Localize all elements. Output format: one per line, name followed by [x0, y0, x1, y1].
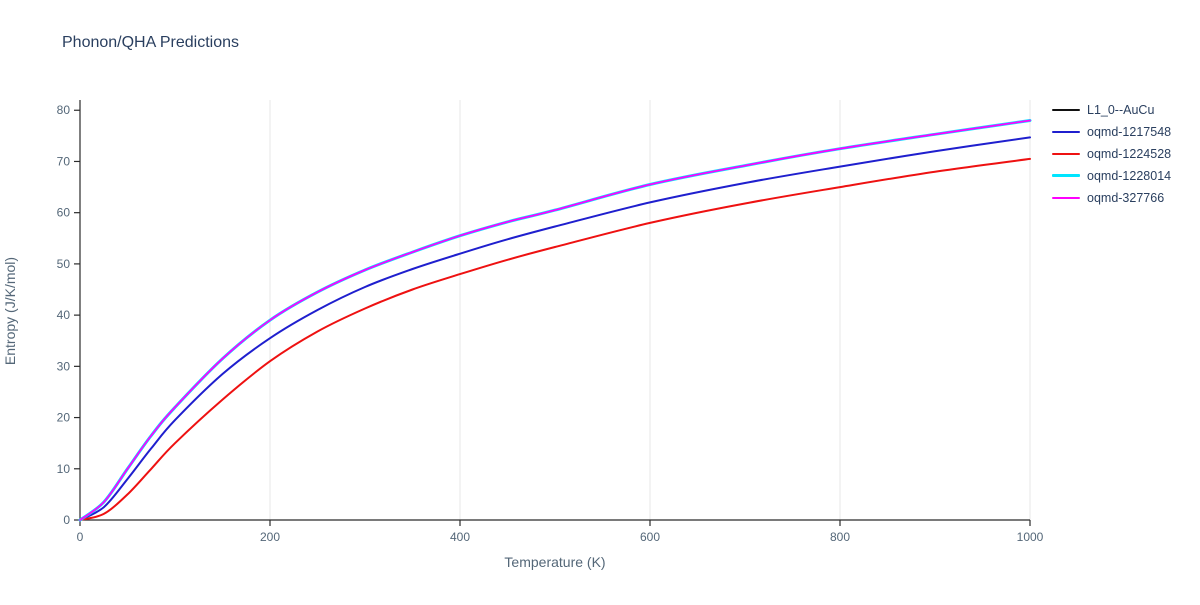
y-tick-label: 70: [57, 154, 71, 168]
y-tick-label: 50: [57, 257, 71, 271]
chart-title: Phonon/QHA Predictions: [62, 34, 239, 51]
y-axis-title: Entropy (J/K/mol): [2, 256, 18, 366]
legend-label: L1_0--AuCu: [1087, 102, 1155, 117]
legend-label: oqmd-1228014: [1087, 168, 1172, 183]
x-tick-label: 400: [450, 530, 470, 544]
series-line-L1_0--AuCu: [79, 119, 1031, 521]
legend-line-swatch: [1052, 174, 1080, 177]
x-tick-label: 200: [260, 530, 280, 544]
legend: L1_0--AuCu oqmd-1217548 oqmd-1224528 oqmd-1…: [1052, 102, 1171, 205]
legend-label: oqmd-1217548: [1087, 124, 1172, 139]
legend-line-swatch: [1052, 196, 1080, 199]
y-tick-label: 0: [63, 513, 70, 527]
legend-line-swatch: [1052, 108, 1080, 111]
y-tick-label: 60: [57, 206, 71, 220]
y-tick-label: 80: [57, 103, 71, 117]
x-tick-label: 1000: [1017, 530, 1044, 544]
series-line-oqmd-327766: [79, 119, 1031, 521]
legend-item-oqmd-1224528[interactable]: oqmd-1224528: [1052, 146, 1171, 161]
x-tick-label: 800: [830, 530, 850, 544]
legend-item-oqmd-327766[interactable]: oqmd-327766: [1052, 190, 1171, 205]
y-tick-label: 10: [57, 462, 71, 476]
y-tick-label: 20: [57, 411, 71, 425]
x-axis-title: Temperature (K): [504, 554, 606, 570]
legend-item-L1_0--AuCu[interactable]: L1_0--AuCu: [1052, 102, 1171, 117]
y-tick-label: 40: [57, 308, 71, 322]
series-line-oqmd-1224528: [79, 157, 1031, 521]
legend-line-swatch: [1052, 130, 1080, 133]
legend-label: oqmd-1224528: [1087, 146, 1172, 161]
series-line-oqmd-1217548: [79, 136, 1031, 521]
legend-item-oqmd-1228014[interactable]: oqmd-1228014: [1052, 168, 1171, 183]
legend-label: oqmd-327766: [1087, 190, 1165, 205]
legend-line-swatch: [1052, 152, 1080, 155]
series-line-oqmd-1228014: [78, 119, 1032, 522]
y-tick-label: 30: [57, 359, 71, 373]
x-tick-label: 600: [640, 530, 660, 544]
x-tick-label: 0: [77, 530, 84, 544]
legend-item-oqmd-1217548[interactable]: oqmd-1217548: [1052, 124, 1171, 139]
